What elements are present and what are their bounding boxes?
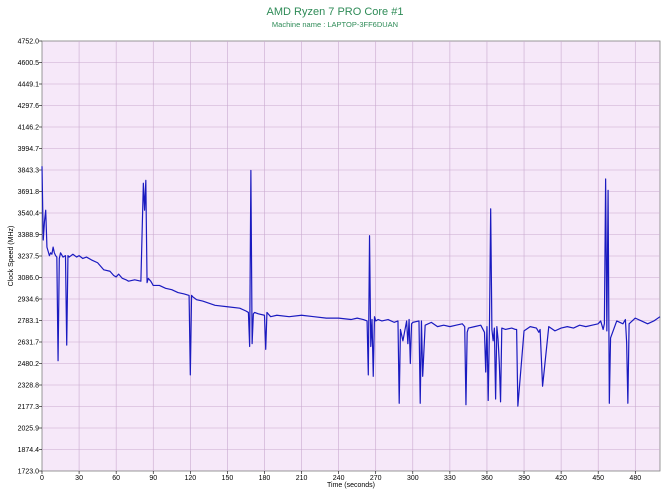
x-tick-label: 480 <box>629 475 641 482</box>
y-tick-label: 2783.1 <box>18 318 40 325</box>
clock-speed-series-line <box>41 166 661 407</box>
x-tick-label: 210 <box>296 475 308 482</box>
x-tick-label: 180 <box>259 475 271 482</box>
y-tick-label: 4297.6 <box>18 103 40 110</box>
y-tick-label: 3086.0 <box>18 275 40 282</box>
x-axis-ticks: 0 30 60 90 120 150 180 210 240 270 300 330 360 390 420… <box>40 471 641 482</box>
y-tick-label: 2631.7 <box>18 340 40 347</box>
x-tick-label: 90 <box>149 475 157 482</box>
x-tick-label: 150 <box>222 475 234 482</box>
y-tick-label: 4449.1 <box>18 82 40 89</box>
y-tick-label: 2480.2 <box>18 361 40 368</box>
y-axis-ticks: 1723.0 1874.4 2025.9 2177.3 2328.8 2480.2 2631… <box>18 39 42 476</box>
series-layer <box>41 166 661 407</box>
x-tick-label: 30 <box>75 475 83 482</box>
y-tick-label: 3540.4 <box>18 211 40 218</box>
y-tick-label: 3843.3 <box>18 168 40 175</box>
y-tick-label: 3237.5 <box>18 254 40 261</box>
y-tick-label: 4600.5 <box>18 60 40 67</box>
x-tick-label: 270 <box>370 475 382 482</box>
y-tick-label: 1874.4 <box>18 447 40 454</box>
x-tick-label: 300 <box>407 475 419 482</box>
y-axis-label: Clock Speed (MHz) <box>8 226 15 287</box>
y-tick-label: 2025.9 <box>18 426 40 433</box>
y-tick-label: 3691.8 <box>18 189 40 196</box>
x-tick-label: 240 <box>333 475 345 482</box>
x-tick-label: 120 <box>184 475 196 482</box>
x-tick-label: 360 <box>481 475 493 482</box>
chart-subtitle: Machine name : LAPTOP-3FF6DUAN <box>272 20 398 29</box>
y-tick-label: 2934.6 <box>18 297 40 304</box>
x-tick-label: 60 <box>112 475 120 482</box>
x-tick-label: 0 <box>40 475 44 482</box>
y-tick-label: 1723.0 <box>18 469 40 476</box>
grid-lines <box>42 41 660 471</box>
y-tick-label: 4146.2 <box>18 125 40 132</box>
x-tick-label: 330 <box>444 475 456 482</box>
y-tick-label: 2177.3 <box>18 404 40 411</box>
x-tick-label: 390 <box>518 475 530 482</box>
chart-title: AMD Ryzen 7 PRO Core #1 <box>267 6 404 18</box>
x-tick-label: 450 <box>592 475 604 482</box>
y-tick-label: 4752.0 <box>18 39 40 46</box>
x-tick-label: 420 <box>555 475 567 482</box>
y-tick-label: 2328.8 <box>18 383 40 390</box>
x-axis-label: Time (seconds) <box>327 482 375 489</box>
y-tick-label: 3994.7 <box>18 146 40 153</box>
y-tick-label: 3388.9 <box>18 232 40 239</box>
